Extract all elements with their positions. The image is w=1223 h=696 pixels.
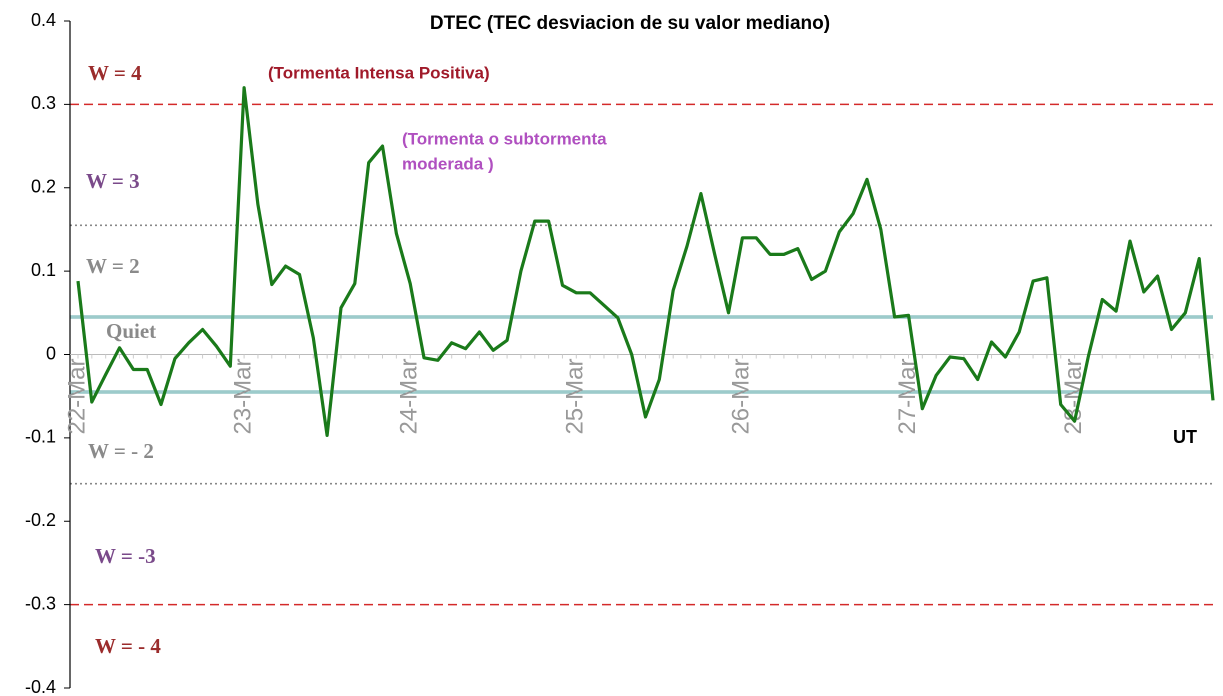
annotation: W = - 2	[88, 439, 154, 463]
data-line	[76, 86, 1215, 437]
annotation: W = -3	[95, 544, 156, 568]
y-tick-label: -0.1	[25, 427, 56, 447]
annotation: (Tormenta Intensa Positiva)	[268, 63, 490, 82]
annotation: W = 4	[88, 61, 142, 85]
x-tick-label: 26-Mar	[728, 359, 755, 435]
annotation: W = 2	[86, 254, 140, 278]
annotation: (Tormenta o subtormenta	[402, 129, 607, 148]
x-unit-label: UT	[1173, 427, 1197, 447]
annotation: W = - 4	[95, 634, 161, 658]
annotation: Quiet	[106, 319, 156, 343]
y-tick-label: -0.3	[25, 593, 56, 613]
y-tick-label: 0.2	[31, 177, 56, 197]
annotation: moderada )	[402, 154, 494, 173]
x-tick-label: 24-Mar	[396, 359, 423, 435]
x-tick-label: 28-Mar	[1060, 359, 1087, 435]
chart-title: DTEC (TEC desviacion de su valor mediano…	[430, 13, 830, 34]
y-tick-label: 0.1	[31, 260, 56, 280]
y-tick-label: 0	[46, 343, 56, 363]
y-tick-label: -0.4	[25, 677, 56, 696]
x-tick-label: 23-Mar	[229, 359, 256, 435]
y-tick-label: -0.2	[25, 510, 56, 530]
x-tick-label: 22-Mar	[63, 359, 90, 435]
annotation: W = 3	[86, 169, 140, 193]
y-tick-label: 0.4	[31, 10, 56, 30]
x-tick-label: 25-Mar	[562, 359, 589, 435]
y-tick-label: 0.3	[31, 93, 56, 113]
